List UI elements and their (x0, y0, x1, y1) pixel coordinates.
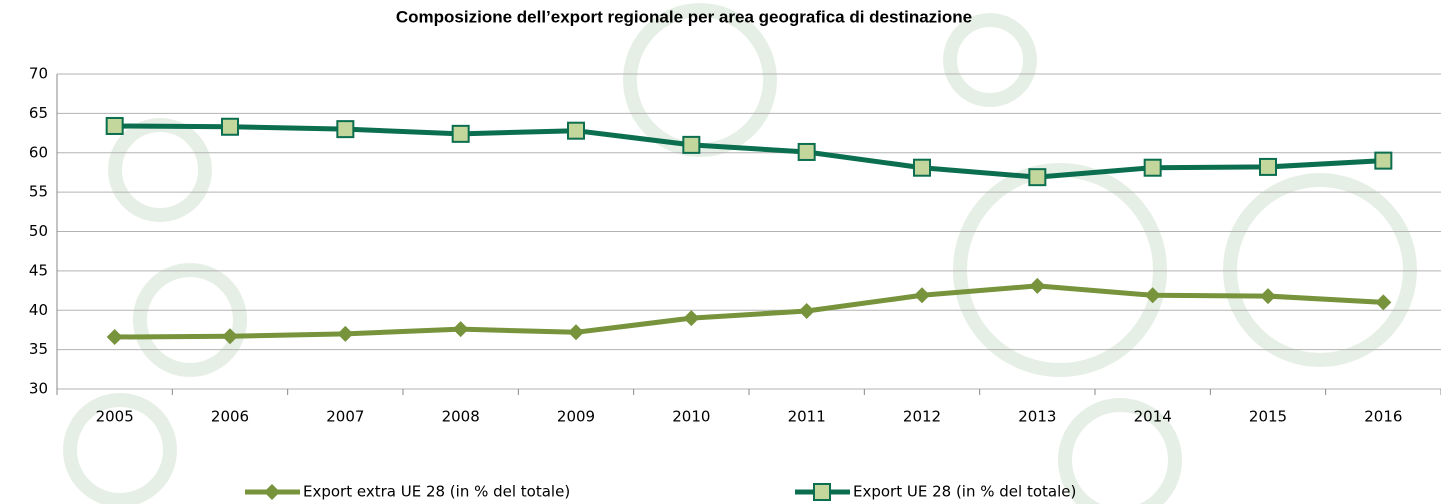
x-tick-label: 2005 (96, 408, 134, 426)
y-tick-label: 55 (29, 183, 48, 201)
series-line (115, 286, 1384, 337)
point (222, 119, 238, 135)
x-tick-label: 2007 (326, 408, 364, 426)
point (1029, 278, 1045, 294)
x-tick-label: 2009 (557, 408, 595, 426)
point (1260, 288, 1276, 304)
point (453, 321, 469, 337)
y-tick-label: 60 (29, 143, 48, 161)
point (1145, 160, 1161, 176)
point (1029, 169, 1045, 185)
y-tick-label: 50 (29, 222, 48, 240)
chart: Composizione dell’export regionale per a… (0, 0, 1441, 504)
x-tick-label: 2013 (1018, 408, 1056, 426)
y-tick-label: 30 (29, 380, 48, 398)
x-tick-label: 2008 (442, 408, 480, 426)
legend-marker (814, 484, 830, 500)
legend-label: Export UE 28 (in % del totale) (853, 483, 1076, 501)
point (1375, 153, 1391, 169)
x-tick-label: 2010 (672, 408, 710, 426)
y-tick-label: 40 (29, 301, 48, 319)
y-tick-label: 65 (29, 104, 48, 122)
point (337, 326, 353, 342)
point (453, 126, 469, 142)
point (568, 324, 584, 340)
point (568, 123, 584, 139)
point (799, 144, 815, 160)
x-tick-label: 2015 (1249, 408, 1287, 426)
x-tick-label: 2011 (788, 408, 826, 426)
y-tick-label: 45 (29, 261, 48, 279)
point (683, 137, 699, 153)
background-gears (70, 10, 1410, 504)
y-tick-label: 35 (29, 340, 48, 358)
point (107, 329, 123, 345)
chart-title: Composizione dell’export regionale per a… (396, 7, 972, 26)
point (1260, 159, 1276, 175)
point (337, 121, 353, 137)
x-tick-label: 2012 (903, 408, 941, 426)
point (683, 310, 699, 326)
point (107, 118, 123, 134)
point (799, 303, 815, 319)
legend-label: Export extra UE 28 (in % del totale) (303, 483, 570, 501)
x-tick-label: 2006 (211, 408, 249, 426)
point (914, 160, 930, 176)
y-tick-label: 70 (29, 65, 48, 83)
point (1375, 294, 1391, 310)
legend-marker (264, 484, 280, 500)
x-tick-label: 2016 (1364, 408, 1402, 426)
x-tick-label: 2014 (1134, 408, 1172, 426)
point (914, 287, 930, 303)
